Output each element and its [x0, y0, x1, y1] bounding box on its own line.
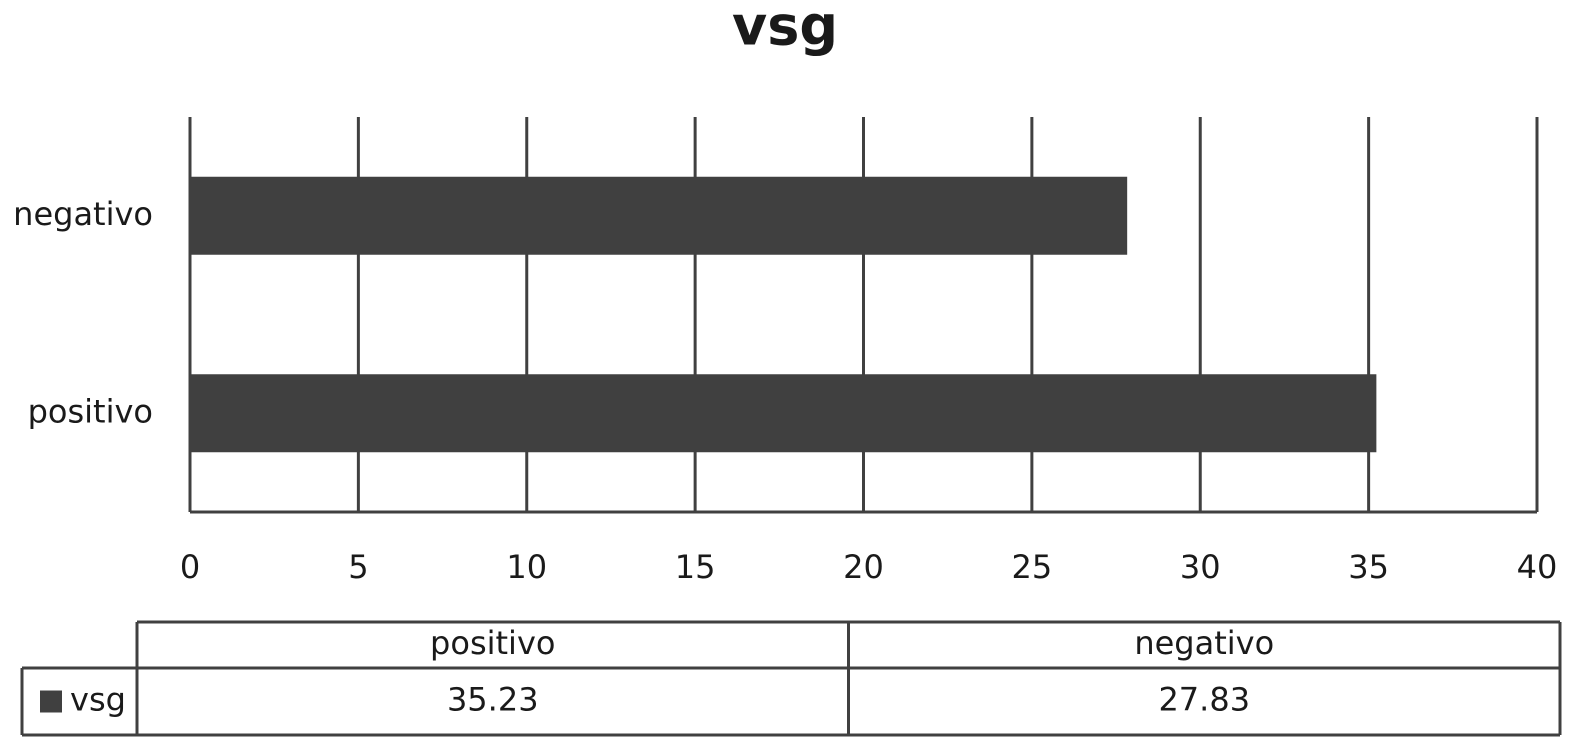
x-tick-label: 0: [180, 548, 200, 586]
x-tick-label: 20: [843, 548, 884, 586]
table-value: 27.83: [1158, 681, 1250, 719]
x-tick-label: 25: [1012, 548, 1053, 586]
x-tick-label: 5: [348, 548, 368, 586]
legend-swatch: [40, 690, 62, 713]
table-value: 35.23: [447, 681, 539, 719]
x-tick-label: 35: [1348, 548, 1389, 586]
x-tick-label: 15: [675, 548, 716, 586]
bar: [190, 374, 1377, 453]
bar: [190, 176, 1128, 255]
table-header: negativo: [1134, 624, 1274, 662]
chart-title: vsg: [732, 0, 838, 58]
legend-label: vsg: [70, 681, 126, 719]
y-tick-label: positivo: [28, 392, 153, 430]
y-tick-label: negativo: [13, 195, 153, 233]
x-tick-label: 30: [1180, 548, 1221, 586]
x-tick-label: 40: [1517, 548, 1558, 586]
x-tick-label: 10: [506, 548, 547, 586]
table-header: positivo: [430, 624, 555, 662]
